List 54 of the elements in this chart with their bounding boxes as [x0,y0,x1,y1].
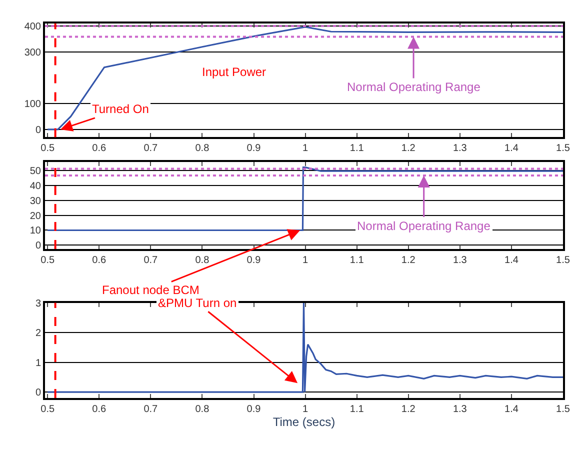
y-tick-label: 0 [35,124,42,136]
x-tick-label: 1.5 [556,404,570,416]
x-tick-label: 0.6 [92,404,107,416]
x-tick-label: 1.3 [452,143,468,154]
x-axis-title: Time (secs) [272,415,336,430]
x-tick-label: 1.1 [350,404,364,416]
x-tick-label: 0.6 [92,254,107,266]
x-tick-label: 1.1 [350,143,364,154]
x-tick-label: 0.8 [195,143,210,154]
x-tick-label: 1 [302,254,309,266]
y-tick-label: 20 [30,210,42,222]
y-tick-label: 1 [35,358,42,369]
x-tick-label: 1.4 [504,254,519,266]
annotation: Normal Operating Range [347,80,481,94]
y-tick-label: 0 [35,240,42,252]
x-tick-label: 0.9 [246,404,262,416]
annotation: Normal Operating Range [357,219,491,233]
y-tick-label: 300 [24,47,42,58]
x-tick-label: 1 [302,404,309,416]
x-tick-label: 1.5 [556,254,570,266]
x-tick-label: 1.3 [452,404,468,416]
x-tick-label: 0.7 [144,254,158,266]
annotation: &PMU Turn on [158,296,237,310]
x-tick-label: 0.9 [246,143,262,154]
annotation: Turned On [92,102,149,116]
x-tick-label: 1.4 [504,404,519,416]
x-tick-label: 1.2 [401,254,416,266]
x-tick-label: 0.7 [144,404,158,416]
x-tick-label: 0.9 [246,254,262,266]
x-tick-label: 0.5 [40,143,55,154]
y-tick-label: 50 [30,166,42,177]
x-tick-label: 0.5 [40,254,55,266]
y-tick-label: 3 [35,298,42,310]
x-tick-label: 1.4 [504,143,519,154]
annotation: Input Power [202,65,266,79]
x-tick-label: 0.5 [40,404,55,416]
y-tick-label: 40 [30,180,42,192]
x-tick-label: 1.2 [401,143,416,154]
x-tick-label: 0.7 [144,143,158,154]
x-tick-label: 0.8 [195,254,210,266]
y-tick-label: 0 [35,388,42,399]
x-tick-label: 1.3 [452,254,468,266]
y-tick-label: 30 [30,196,42,207]
y-tick-label: 400 [24,21,42,32]
y-tick-label: 2 [35,328,42,340]
x-tick-label: 1.2 [401,404,416,416]
x-tick-label: 1.5 [556,143,570,154]
x-tick-label: 1 [302,143,309,154]
x-tick-label: 1.1 [350,254,364,266]
annotation: Fanout node BCM [102,283,200,297]
x-tick-label: 0.8 [195,404,210,416]
x-tick-label: 0.6 [92,143,107,154]
y-tick-label: 10 [30,226,42,237]
y-tick-label: 100 [24,99,42,110]
